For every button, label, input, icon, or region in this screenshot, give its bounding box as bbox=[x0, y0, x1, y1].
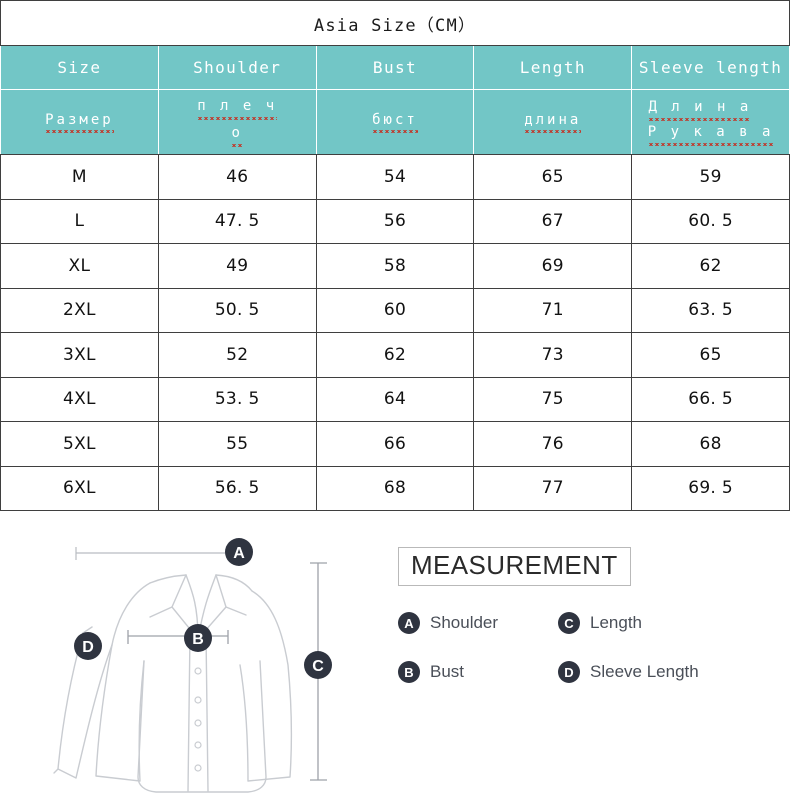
cell-sleeve: 65 bbox=[631, 332, 790, 378]
table-title: Asia Size（CM） bbox=[0, 0, 790, 46]
badge-a-icon: A bbox=[398, 612, 420, 635]
cell-bust: 58 bbox=[315, 243, 475, 289]
badge-d-icon: D bbox=[558, 661, 580, 684]
russian-term-dlina-rukava-2: Р у к а в а bbox=[647, 122, 774, 147]
cell-sleeve: 69. 5 bbox=[631, 465, 790, 511]
cell-shoulder: 52 bbox=[157, 332, 317, 378]
svg-text:C: C bbox=[312, 658, 324, 675]
cell-sleeve: 62 bbox=[631, 243, 790, 289]
legend-item-sleeve-length: D Sleeve Length bbox=[558, 661, 778, 684]
table-row: M 46 54 65 59 bbox=[0, 154, 790, 200]
legend-label-shoulder: Shoulder bbox=[430, 613, 499, 633]
measurement-section: A B C D MEASUREMENT bbox=[0, 521, 790, 802]
cell-size: 4XL bbox=[0, 376, 159, 422]
column-header-size: Size bbox=[0, 45, 159, 90]
cell-length: 69 bbox=[473, 243, 633, 289]
diagram-marker-a: A bbox=[225, 538, 253, 566]
russian-term-razmer: Размер bbox=[45, 109, 114, 135]
russian-term-plecho-line1: п л е ч bbox=[197, 96, 278, 121]
cell-length: 76 bbox=[473, 421, 633, 467]
measurement-legend: MEASUREMENT A Shoulder C Length B Bust D… bbox=[398, 547, 778, 684]
cell-size: 2XL bbox=[0, 287, 159, 333]
header-row-english: Size Shoulder Bust Length Sleeve length bbox=[0, 45, 790, 90]
asia-size-table: Asia Size（CM） Size Shoulder Bust Length … bbox=[0, 0, 790, 511]
cell-sleeve: 68 bbox=[631, 421, 790, 467]
cell-length: 75 bbox=[473, 376, 633, 422]
table-head: Asia Size（CM） Size Shoulder Bust Length … bbox=[0, 0, 790, 155]
legend-label-length: Length bbox=[590, 613, 642, 633]
table-row: L 47. 5 56 67 60. 5 bbox=[0, 198, 790, 244]
cell-sleeve: 60. 5 bbox=[631, 198, 790, 244]
svg-text:D: D bbox=[82, 639, 94, 656]
legend-item-bust: B Bust bbox=[398, 661, 558, 684]
cell-shoulder: 46 bbox=[157, 154, 317, 200]
diagram-marker-c: C bbox=[304, 651, 332, 679]
legend-item-length: C Length bbox=[558, 612, 778, 635]
cell-size: 3XL bbox=[0, 332, 159, 378]
diagram-marker-d: D bbox=[74, 632, 102, 660]
column-header-length-ru: длина bbox=[473, 89, 633, 155]
russian-term-byust: бюст bbox=[372, 109, 418, 135]
cell-length: 77 bbox=[473, 465, 633, 511]
cell-length: 67 bbox=[473, 198, 633, 244]
svg-text:A: A bbox=[233, 545, 245, 562]
russian-term-plecho: п л е ч о bbox=[159, 95, 316, 148]
cell-length: 65 bbox=[473, 154, 633, 200]
russian-term-dlina-rukava-1: Д л и н а bbox=[648, 97, 752, 122]
cell-shoulder: 47. 5 bbox=[157, 198, 317, 244]
cell-bust: 62 bbox=[315, 332, 475, 378]
cell-shoulder: 56. 5 bbox=[157, 465, 317, 511]
column-header-sleeve-ru: Д л и н а Р у к а в а bbox=[631, 89, 790, 155]
cell-size: 6XL bbox=[0, 465, 159, 511]
cell-sleeve: 66. 5 bbox=[631, 376, 790, 422]
column-header-size-ru: Размер bbox=[0, 89, 159, 155]
cell-size: M bbox=[0, 154, 159, 200]
cell-length: 71 bbox=[473, 287, 633, 333]
legend-label-sleeve-length: Sleeve Length bbox=[590, 662, 699, 682]
svg-text:B: B bbox=[192, 631, 204, 648]
column-header-shoulder: Shoulder bbox=[157, 45, 317, 90]
russian-term-plecho-line2: о bbox=[231, 123, 243, 148]
column-header-shoulder-ru: п л е ч о bbox=[157, 89, 317, 155]
legend-item-shoulder: A Shoulder bbox=[398, 612, 558, 635]
cell-size: XL bbox=[0, 243, 159, 289]
cell-bust: 60 bbox=[315, 287, 475, 333]
column-header-sleeve-length: Sleeve length bbox=[631, 45, 790, 90]
table-row: XL 49 58 69 62 bbox=[0, 243, 790, 289]
column-header-length: Length bbox=[473, 45, 633, 90]
cell-bust: 54 bbox=[315, 154, 475, 200]
table-body: M 46 54 65 59 L 47. 5 56 67 60. 5 XL 49 58 69 62 2XL 50.… bbox=[0, 154, 790, 511]
cell-shoulder: 49 bbox=[157, 243, 317, 289]
cell-shoulder: 53. 5 bbox=[157, 376, 317, 422]
cell-length: 73 bbox=[473, 332, 633, 378]
shirt-diagram: A B C D bbox=[20, 529, 380, 801]
table-title-row: Asia Size（CM） bbox=[0, 0, 790, 46]
header-row-russian: Размер п л е ч о бюст длина Д л и н а Р … bbox=[0, 89, 790, 155]
table-row: 2XL 50. 5 60 71 63. 5 bbox=[0, 287, 790, 333]
column-header-bust-ru: бюст bbox=[315, 89, 475, 155]
diagram-marker-b: B bbox=[184, 624, 212, 652]
table-row: 5XL 55 66 76 68 bbox=[0, 421, 790, 467]
cell-bust: 56 bbox=[315, 198, 475, 244]
table-row: 6XL 56. 5 68 77 69. 5 bbox=[0, 465, 790, 511]
cell-bust: 66 bbox=[315, 421, 475, 467]
badge-b-icon: B bbox=[398, 661, 420, 684]
cell-sleeve: 63. 5 bbox=[631, 287, 790, 333]
cell-bust: 64 bbox=[315, 376, 475, 422]
measurement-legend-grid: A Shoulder C Length B Bust D Sleeve Leng… bbox=[398, 612, 778, 684]
russian-term-dlina: длина bbox=[524, 109, 582, 135]
cell-shoulder: 50. 5 bbox=[157, 287, 317, 333]
column-header-bust: Bust bbox=[315, 45, 475, 90]
cell-shoulder: 55 bbox=[157, 421, 317, 467]
legend-label-bust: Bust bbox=[430, 662, 465, 682]
measurement-heading: MEASUREMENT bbox=[398, 547, 631, 587]
cell-size: 5XL bbox=[0, 421, 159, 467]
cell-sleeve: 59 bbox=[631, 154, 790, 200]
badge-c-icon: C bbox=[558, 612, 580, 635]
table-row: 4XL 53. 5 64 75 66. 5 bbox=[0, 376, 790, 422]
table-row: 3XL 52 62 73 65 bbox=[0, 332, 790, 378]
cell-size: L bbox=[0, 198, 159, 244]
cell-bust: 68 bbox=[315, 465, 475, 511]
